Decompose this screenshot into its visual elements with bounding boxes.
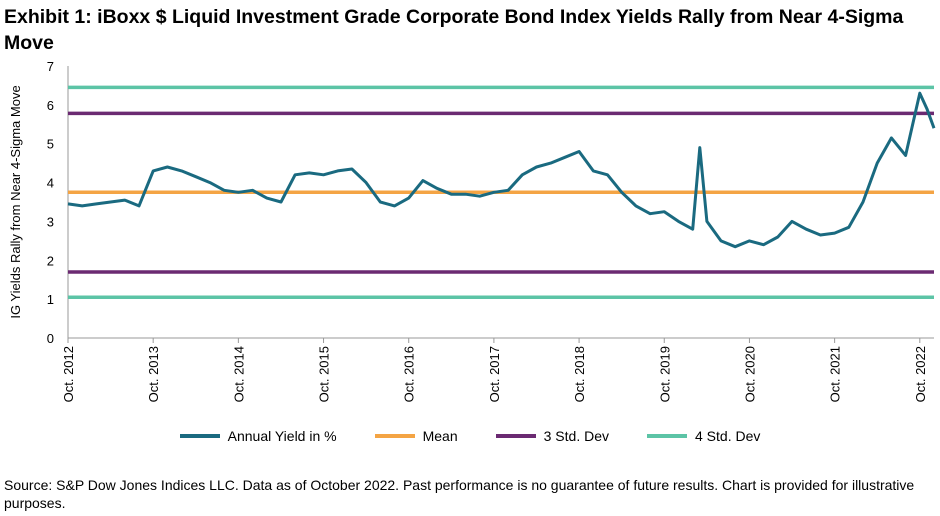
y-tick-label: 2 xyxy=(47,253,54,268)
x-ticks: Oct. 2012 Oct. 2013 Oct. 2014 Oct. 2015 Oct.… xyxy=(61,338,928,402)
x-tick-label: Oct. 2019 xyxy=(657,346,672,402)
y-tick-label: 1 xyxy=(47,292,54,307)
source-note: Source: S&P Dow Jones Indices LLC. Data … xyxy=(4,477,915,511)
x-tick-label: Oct. 2015 xyxy=(317,346,332,402)
legend-swatch-3std xyxy=(495,434,536,438)
y-tick-label: 5 xyxy=(47,137,54,152)
legend-item-3std: 3 Std. Dev xyxy=(495,428,609,444)
x-tick-label: Oct. 2018 xyxy=(572,346,587,402)
x-tick-label: Oct. 2013 xyxy=(146,346,161,402)
legend-swatch-mean xyxy=(374,434,415,438)
y-axis-label: IG Yields Rally from Near 4-Sigma Move xyxy=(8,85,23,318)
legend-label-4std: 4 Std. Dev xyxy=(695,428,761,444)
annual-yield-line xyxy=(67,91,936,249)
y-ticks: 0 1 2 3 4 5 6 7 xyxy=(47,59,54,346)
x-tick-label: Oct. 2022 xyxy=(913,346,928,402)
y-tick-label: 0 xyxy=(47,331,54,346)
legend-item-yield: Annual Yield in % xyxy=(179,428,337,444)
y-tick-label: 3 xyxy=(47,214,54,229)
y-tick-label: 6 xyxy=(47,98,54,113)
x-tick-label: Oct. 2014 xyxy=(231,346,246,402)
y-tick-label: 4 xyxy=(47,176,54,191)
legend-item-mean: Mean xyxy=(374,428,458,444)
legend-item-4std: 4 Std. Dev xyxy=(647,428,760,444)
legend-label-mean: Mean xyxy=(422,428,458,444)
x-tick-label: Oct. 2012 xyxy=(61,346,76,402)
x-tick-label: Oct. 2020 xyxy=(742,346,757,402)
chart-title: Exhibit 1: iBoxx $ Liquid Investment Gra… xyxy=(4,6,904,54)
legend-swatch-yield xyxy=(179,434,220,438)
y-tick-label: 7 xyxy=(47,59,54,74)
legend-label-yield: Annual Yield in % xyxy=(227,428,337,444)
x-tick-label: Oct. 2016 xyxy=(402,346,417,402)
legend-label-3std: 3 Std. Dev xyxy=(543,428,609,444)
legend: Annual Yield in % Mean 3 Std. Dev 4 Std.… xyxy=(0,428,940,444)
x-tick-label: Oct. 2021 xyxy=(828,346,843,402)
legend-swatch-4std xyxy=(647,434,687,438)
x-tick-label: Oct. 2017 xyxy=(487,346,502,402)
